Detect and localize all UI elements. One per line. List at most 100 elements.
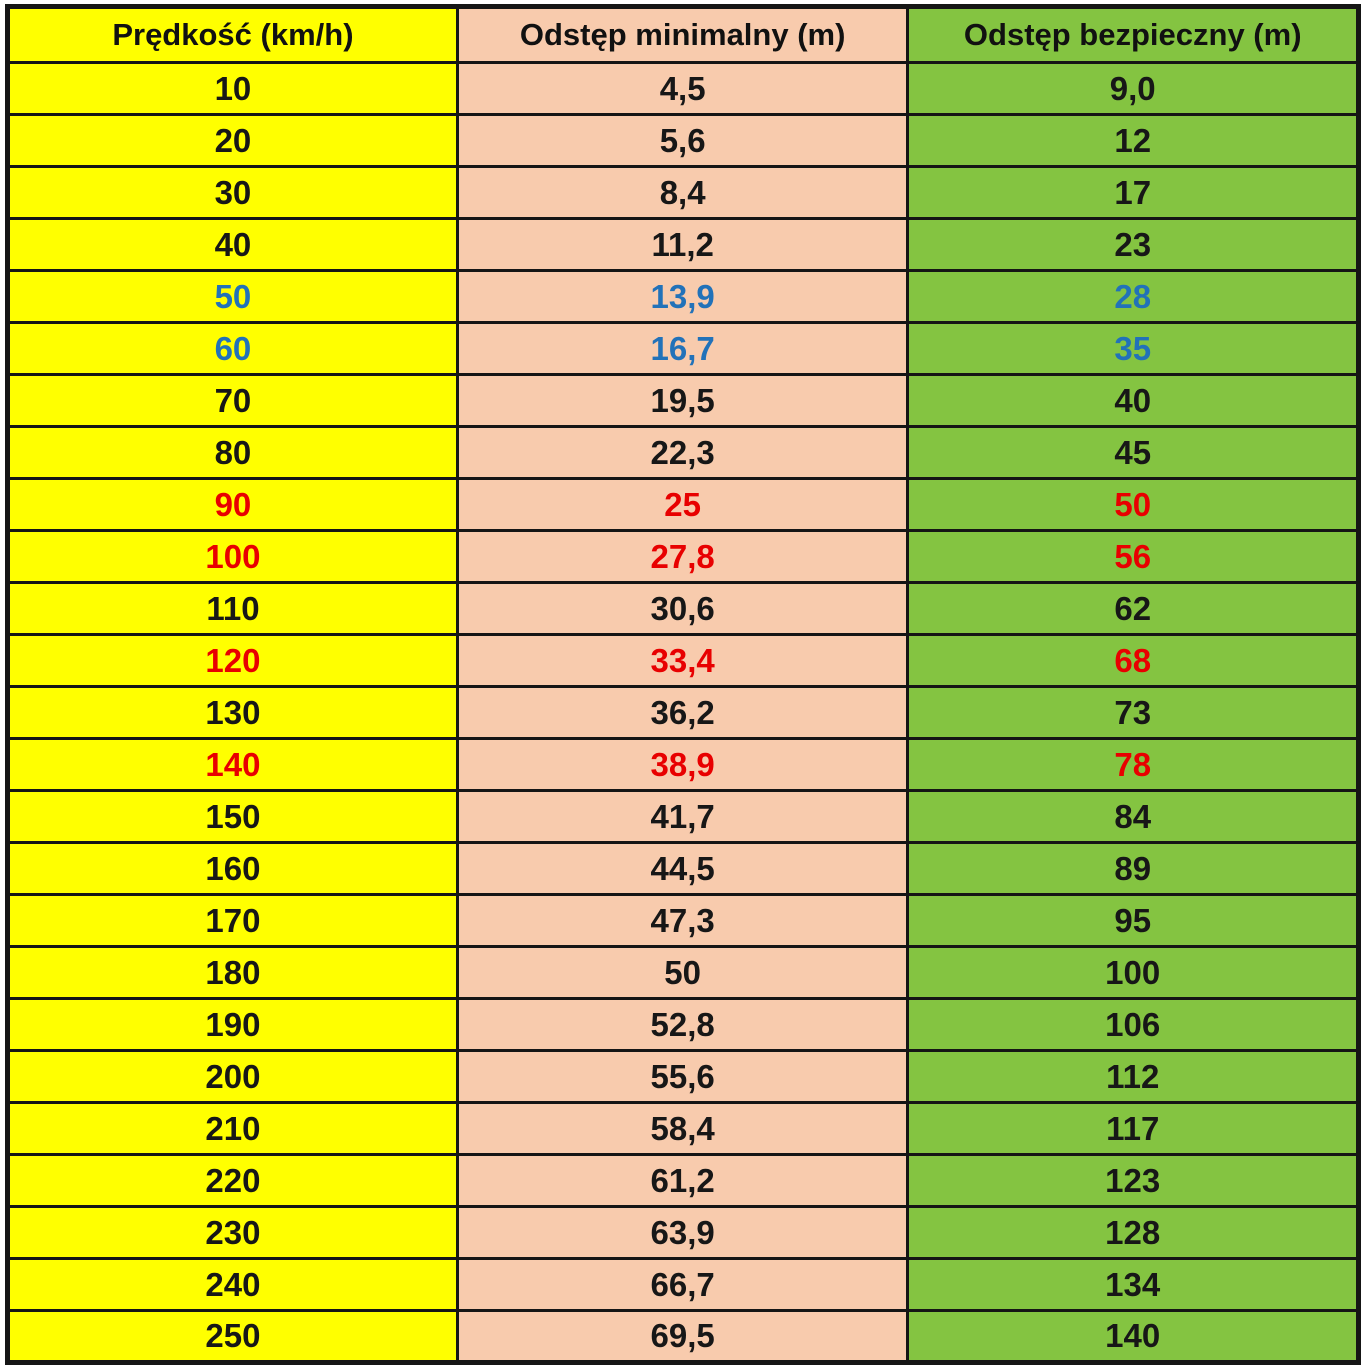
speed-cell: 100 xyxy=(6,529,459,584)
min-gap-cell: 44,5 xyxy=(455,841,910,896)
safe-gap-cell: 100 xyxy=(906,945,1360,1000)
safe-gap-cell: 128 xyxy=(906,1205,1360,1260)
safe-gap-cell: 9,0 xyxy=(906,61,1360,116)
col-header-min-gap: Odstęp minimalny (m) xyxy=(455,5,910,64)
speed-cell: 40 xyxy=(6,217,459,272)
min-gap-cell: 27,8 xyxy=(455,529,910,584)
safe-gap-cell: 12 xyxy=(906,113,1360,168)
speed-cell: 110 xyxy=(6,581,459,636)
header-row: Prędkość (km/h) Odstęp minimalny (m) Ods… xyxy=(6,5,1360,64)
table-row: 110 30,6 62 xyxy=(6,581,1360,636)
min-gap-cell: 30,6 xyxy=(455,581,910,636)
safe-gap-cell: 62 xyxy=(906,581,1360,636)
table-row: 90 25 50 xyxy=(6,477,1360,532)
speed-cell: 210 xyxy=(6,1101,459,1156)
table-row: 150 41,7 84 xyxy=(6,789,1360,844)
speed-cell: 150 xyxy=(6,789,459,844)
table-row: 250 69,5 140 xyxy=(6,1309,1360,1364)
speed-cell: 230 xyxy=(6,1205,459,1260)
speed-cell: 190 xyxy=(6,997,459,1052)
min-gap-cell: 25 xyxy=(455,477,910,532)
speed-cell: 10 xyxy=(6,61,459,116)
safe-gap-cell: 140 xyxy=(906,1309,1360,1364)
safe-gap-cell: 84 xyxy=(906,789,1360,844)
min-gap-cell: 5,6 xyxy=(455,113,910,168)
speed-cell: 180 xyxy=(6,945,459,1000)
table-body: 10 4,5 9,0 20 5,6 12 30 8,4 17 40 11,2 23 50 13,9 28 60… xyxy=(6,61,1360,1364)
table-row: 170 47,3 95 xyxy=(6,893,1360,948)
speed-cell: 50 xyxy=(6,269,459,324)
speed-distance-table: Prędkość (km/h) Odstęp minimalny (m) Ods… xyxy=(5,4,1361,1365)
min-gap-cell: 52,8 xyxy=(455,997,910,1052)
table-row: 130 36,2 73 xyxy=(6,685,1360,740)
safe-gap-cell: 35 xyxy=(906,321,1360,376)
safe-gap-cell: 117 xyxy=(906,1101,1360,1156)
col-header-safe-gap: Odstęp bezpieczny (m) xyxy=(906,5,1360,64)
min-gap-cell: 55,6 xyxy=(455,1049,910,1104)
min-gap-cell: 11,2 xyxy=(455,217,910,272)
speed-cell: 240 xyxy=(6,1257,459,1312)
min-gap-cell: 4,5 xyxy=(455,61,910,116)
speed-cell: 220 xyxy=(6,1153,459,1208)
safe-gap-cell: 134 xyxy=(906,1257,1360,1312)
table-row: 210 58,4 117 xyxy=(6,1101,1360,1156)
table-row: 10 4,5 9,0 xyxy=(6,61,1360,116)
table-row: 230 63,9 128 xyxy=(6,1205,1360,1260)
min-gap-cell: 50 xyxy=(455,945,910,1000)
safe-gap-cell: 95 xyxy=(906,893,1360,948)
table-row: 200 55,6 112 xyxy=(6,1049,1360,1104)
speed-cell: 170 xyxy=(6,893,459,948)
table-row: 40 11,2 23 xyxy=(6,217,1360,272)
min-gap-cell: 8,4 xyxy=(455,165,910,220)
speed-cell: 90 xyxy=(6,477,459,532)
table-row: 120 33,4 68 xyxy=(6,633,1360,688)
min-gap-cell: 36,2 xyxy=(455,685,910,740)
safe-gap-cell: 68 xyxy=(906,633,1360,688)
table-row: 30 8,4 17 xyxy=(6,165,1360,220)
min-gap-cell: 61,2 xyxy=(455,1153,910,1208)
safe-gap-cell: 56 xyxy=(906,529,1360,584)
table-row: 140 38,9 78 xyxy=(6,737,1360,792)
table-row: 100 27,8 56 xyxy=(6,529,1360,584)
safe-gap-cell: 89 xyxy=(906,841,1360,896)
safe-gap-cell: 73 xyxy=(906,685,1360,740)
safe-gap-cell: 23 xyxy=(906,217,1360,272)
min-gap-cell: 47,3 xyxy=(455,893,910,948)
speed-cell: 30 xyxy=(6,165,459,220)
table-header: Prędkość (km/h) Odstęp minimalny (m) Ods… xyxy=(6,5,1360,64)
table-row: 80 22,3 45 xyxy=(6,425,1360,480)
min-gap-cell: 19,5 xyxy=(455,373,910,428)
safe-gap-cell: 50 xyxy=(906,477,1360,532)
safe-gap-cell: 123 xyxy=(906,1153,1360,1208)
safe-gap-cell: 40 xyxy=(906,373,1360,428)
speed-cell: 20 xyxy=(6,113,459,168)
speed-cell: 160 xyxy=(6,841,459,896)
min-gap-cell: 63,9 xyxy=(455,1205,910,1260)
table-row: 160 44,5 89 xyxy=(6,841,1360,896)
min-gap-cell: 33,4 xyxy=(455,633,910,688)
min-gap-cell: 41,7 xyxy=(455,789,910,844)
col-header-speed: Prędkość (km/h) xyxy=(6,5,459,64)
table-row: 240 66,7 134 xyxy=(6,1257,1360,1312)
speed-cell: 80 xyxy=(6,425,459,480)
safe-gap-cell: 106 xyxy=(906,997,1360,1052)
speed-cell: 60 xyxy=(6,321,459,376)
table-row: 60 16,7 35 xyxy=(6,321,1360,376)
table-row: 220 61,2 123 xyxy=(6,1153,1360,1208)
speed-cell: 200 xyxy=(6,1049,459,1104)
safe-gap-cell: 112 xyxy=(906,1049,1360,1104)
safe-gap-cell: 45 xyxy=(906,425,1360,480)
speed-cell: 140 xyxy=(6,737,459,792)
safe-gap-cell: 17 xyxy=(906,165,1360,220)
speed-cell: 130 xyxy=(6,685,459,740)
min-gap-cell: 58,4 xyxy=(455,1101,910,1156)
min-gap-cell: 38,9 xyxy=(455,737,910,792)
speed-cell: 70 xyxy=(6,373,459,428)
speed-cell: 250 xyxy=(6,1309,459,1364)
min-gap-cell: 66,7 xyxy=(455,1257,910,1312)
speed-cell: 120 xyxy=(6,633,459,688)
safe-gap-cell: 28 xyxy=(906,269,1360,324)
table-row: 70 19,5 40 xyxy=(6,373,1360,428)
table-row: 50 13,9 28 xyxy=(6,269,1360,324)
